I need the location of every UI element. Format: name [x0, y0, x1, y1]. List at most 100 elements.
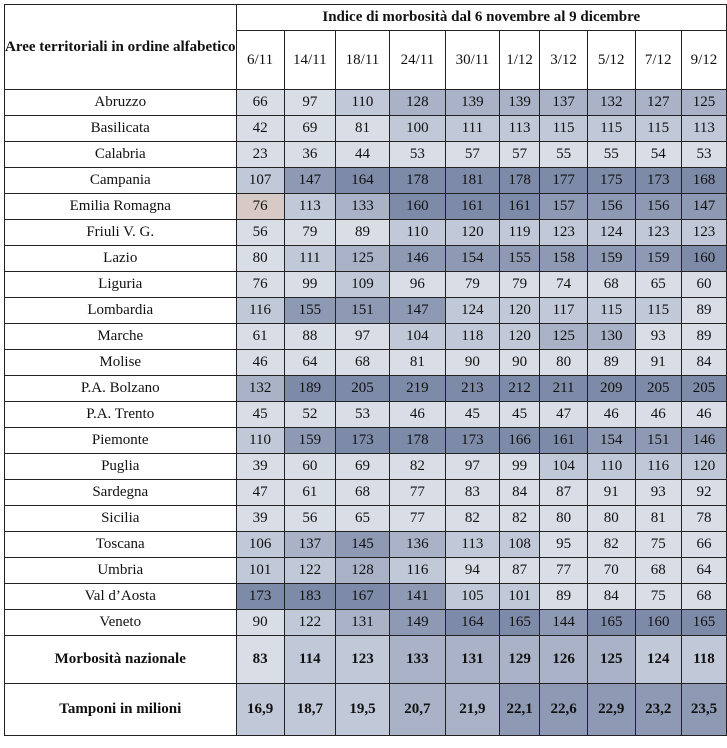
- national-morbidity-label: Morbosità nazionale: [4, 635, 237, 684]
- date-header: 3/12: [539, 30, 588, 90]
- region-name: Friuli V. G.: [4, 219, 237, 246]
- morbidity-value: 125: [334, 245, 390, 272]
- morbidity-value: 146: [680, 427, 727, 454]
- morbidity-value: 120: [680, 453, 727, 480]
- morbidity-value: 77: [539, 557, 588, 584]
- date-header: 6/11: [235, 30, 285, 90]
- table-row: Sardegna 47 61 68 77 83 84 87 91 93 92: [4, 479, 727, 506]
- morbidity-value: 205: [634, 375, 682, 402]
- morbidity-value: 97: [334, 323, 390, 350]
- morbidity-value: 53: [680, 141, 727, 168]
- morbidity-value: 161: [539, 427, 588, 454]
- morbidity-value: 80: [586, 505, 636, 532]
- region-name: Sicilia: [4, 505, 237, 532]
- region-name: Calabria: [4, 141, 237, 168]
- morbidity-value: 160: [680, 245, 727, 272]
- morbidity-value: 178: [388, 427, 446, 454]
- region-name: Liguria: [4, 271, 237, 298]
- morbidity-value: 158: [539, 245, 588, 272]
- morbidity-value: 136: [388, 531, 446, 558]
- morbidity-value: 122: [283, 609, 336, 636]
- morbidity-value: 116: [235, 297, 285, 324]
- date-header: 18/11: [334, 30, 390, 90]
- morbidity-value: 205: [334, 375, 390, 402]
- morbidity-value: 56: [283, 505, 336, 532]
- morbidity-value: 99: [283, 271, 336, 298]
- region-column-header: Aree territoriali in ordine alfabetico: [4, 4, 237, 90]
- morbidity-value: 147: [388, 297, 446, 324]
- morbidity-value: 39: [235, 453, 285, 480]
- morbidity-value: 115: [634, 115, 682, 142]
- national-morbidity-value: 133: [388, 635, 446, 684]
- morbidity-value: 52: [283, 401, 336, 428]
- morbidity-value: 55: [539, 141, 588, 168]
- morbidity-value: 219: [388, 375, 446, 402]
- morbidity-value: 165: [586, 609, 636, 636]
- morbidity-value: 118: [444, 323, 500, 350]
- morbidity-value: 122: [283, 557, 336, 584]
- region-name: Marche: [4, 323, 237, 350]
- morbidity-value: 95: [539, 531, 588, 558]
- date-header-row: 6/11 14/11 18/11 24/11 30/11 1/12 3/12 5/12 7/12…: [5, 30, 727, 90]
- morbidity-value: 54: [634, 141, 682, 168]
- morbidity-value: 113: [444, 531, 500, 558]
- morbidity-value: 155: [283, 297, 336, 324]
- region-name: Basilicata: [4, 115, 237, 142]
- morbidity-value: 93: [634, 479, 682, 506]
- region-name: Umbria: [4, 557, 237, 584]
- morbidity-value: 66: [235, 89, 285, 116]
- table-row: Veneto 90 122 131 149 164 165 144 165 160 165: [4, 609, 727, 636]
- region-name: Piemonte: [4, 427, 237, 454]
- morbidity-value: 139: [444, 89, 500, 116]
- morbidity-value: 91: [634, 349, 682, 376]
- morbidity-value: 133: [334, 193, 390, 220]
- national-morbidity-value: 123: [334, 635, 390, 684]
- morbidity-value: 213: [444, 375, 500, 402]
- region-name: Puglia: [4, 453, 237, 480]
- swabs-row: Tamponi in milioni 16,9 18,7 19,5 20,7 21,9 2…: [4, 683, 727, 736]
- morbidity-value: 173: [235, 583, 285, 610]
- morbidity-value: 75: [634, 583, 682, 610]
- morbidity-value: 80: [235, 245, 285, 272]
- national-morbidity-value: 118: [680, 635, 727, 684]
- morbidity-value: 79: [444, 271, 500, 298]
- region-name: Lombardia: [4, 297, 237, 324]
- morbidity-value: 109: [334, 271, 390, 298]
- morbidity-value: 69: [334, 453, 390, 480]
- morbidity-value: 46: [586, 401, 636, 428]
- morbidity-value: 90: [498, 349, 541, 376]
- national-morbidity-value: 126: [539, 635, 588, 684]
- morbidity-value: 82: [498, 505, 541, 532]
- morbidity-value: 47: [539, 401, 588, 428]
- swabs-value: 22,9: [586, 683, 636, 736]
- swabs-value: 22,1: [498, 683, 541, 736]
- morbidity-value: 89: [680, 323, 727, 350]
- date-header: 14/11: [283, 30, 336, 90]
- national-morbidity-value: 124: [634, 635, 682, 684]
- morbidity-value: 89: [586, 349, 636, 376]
- morbidity-value: 151: [634, 427, 682, 454]
- region-name: Toscana: [4, 531, 237, 558]
- morbidity-value: 166: [498, 427, 541, 454]
- morbidity-value: 161: [444, 193, 500, 220]
- morbidity-value: 64: [680, 557, 727, 584]
- region-rows: Abruzzo 66 97 110 128 139 139 137 132 127 125 Basil…: [4, 89, 727, 636]
- morbidity-value: 164: [444, 609, 500, 636]
- morbidity-value: 81: [634, 505, 682, 532]
- morbidity-value: 110: [586, 453, 636, 480]
- swabs-label: Tamponi in milioni: [4, 683, 237, 736]
- table-row: P.A. Trento 45 52 53 46 45 45 47 46 46 46: [4, 401, 727, 428]
- morbidity-value: 139: [498, 89, 541, 116]
- morbidity-value: 80: [539, 505, 588, 532]
- morbidity-value: 120: [498, 323, 541, 350]
- morbidity-value: 127: [634, 89, 682, 116]
- morbidity-value: 44: [334, 141, 390, 168]
- morbidity-value: 125: [680, 89, 727, 116]
- morbidity-value: 101: [235, 557, 285, 584]
- morbidity-value: 104: [388, 323, 446, 350]
- morbidity-value: 96: [388, 271, 446, 298]
- date-header: 5/12: [586, 30, 636, 90]
- morbidity-value: 113: [498, 115, 541, 142]
- table-row: Piemonte 110 159 173 178 173 166 161 154 151 146: [4, 427, 727, 454]
- morbidity-value: 178: [388, 167, 446, 194]
